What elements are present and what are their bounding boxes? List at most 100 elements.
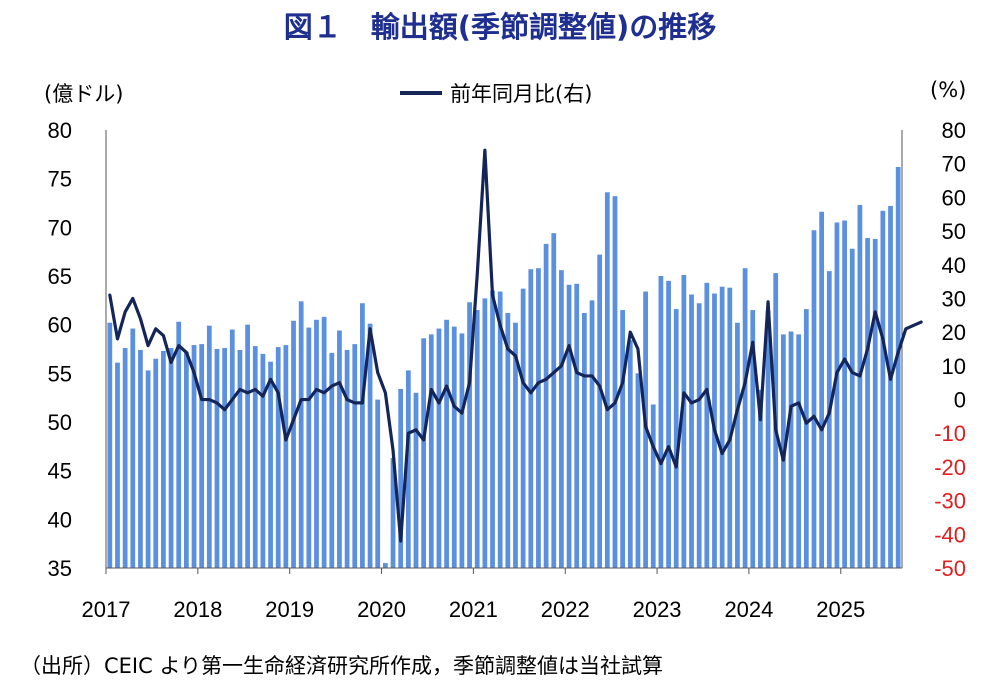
bar-8 <box>168 348 174 568</box>
bar-44 <box>444 319 449 568</box>
bar-45 <box>451 326 457 568</box>
bar-103 <box>895 166 901 569</box>
bar-58 <box>551 233 557 569</box>
bar-57 <box>543 243 549 568</box>
bar-100 <box>872 239 878 568</box>
chart-title: 図１ 輸出額(季節調整値)の推移 <box>283 10 717 44</box>
bar-76 <box>689 294 694 568</box>
bar-19 <box>252 346 258 568</box>
bar-22 <box>275 347 281 568</box>
bar-32 <box>352 344 358 568</box>
bar-91 <box>803 309 809 568</box>
bar-48 <box>474 310 480 568</box>
x-tick-label-2024: 2024 <box>724 597 773 622</box>
right-tick-label-3: -20 <box>934 455 966 480</box>
bar-72 <box>658 276 664 568</box>
line-series <box>108 148 923 543</box>
left-tick-label-6: 65 <box>48 264 72 289</box>
bar-16 <box>229 329 235 568</box>
bar-80 <box>719 286 725 568</box>
bar-63 <box>589 300 595 568</box>
left-tick-label-9: 80 <box>48 118 72 143</box>
bar-6 <box>153 358 159 568</box>
bar-42 <box>428 334 434 568</box>
bar-36 <box>382 563 388 568</box>
left-tick-label-1: 40 <box>48 507 72 532</box>
bar-26 <box>306 327 312 568</box>
bar-99 <box>865 238 870 569</box>
bar-40 <box>413 392 419 568</box>
bar-7 <box>161 350 166 568</box>
bar-11 <box>191 345 197 568</box>
yoy-line <box>108 148 923 543</box>
bar-90 <box>796 334 802 568</box>
bar-29 <box>329 352 335 568</box>
x-tick-label-2022: 2022 <box>541 597 590 622</box>
bar-10 <box>183 351 189 568</box>
bar-14 <box>214 349 220 568</box>
bar-9 <box>176 321 182 568</box>
bar-65 <box>604 192 610 569</box>
bar-52 <box>505 312 511 568</box>
left-axis-unit: (億ドル) <box>44 82 124 106</box>
right-tick-label-5: 0 <box>954 388 966 413</box>
right-tick-label-6: 10 <box>942 354 966 379</box>
bar-96 <box>842 220 847 568</box>
bar-86 <box>765 311 771 568</box>
bar-43 <box>436 328 442 568</box>
bar-17 <box>237 349 243 568</box>
right-tick-label-2: -30 <box>934 489 966 514</box>
bar-67 <box>620 310 626 568</box>
bar-85 <box>758 389 763 568</box>
right-tick-label-1: -40 <box>934 522 966 547</box>
bar-59 <box>559 270 564 568</box>
legend: 前年同月比(右) <box>400 78 592 108</box>
bar-53 <box>513 322 518 568</box>
bar-66 <box>612 196 618 568</box>
right-tick-label-12: 70 <box>942 152 966 177</box>
source-note: （出所）CEIC より第一生命経済研究所作成，季節調整値は当社試算 <box>20 654 664 678</box>
bar-92 <box>811 230 817 568</box>
bar-50 <box>490 290 495 568</box>
bar-83 <box>742 268 748 568</box>
left-tick-label-4: 55 <box>48 361 72 386</box>
bar-49 <box>482 298 488 568</box>
x-tick-label-2017: 2017 <box>82 597 131 622</box>
bar-20 <box>260 353 266 568</box>
x-tick-label-2025: 2025 <box>816 597 865 622</box>
bar-31 <box>344 349 350 568</box>
left-tick-label-3: 50 <box>48 410 72 435</box>
bar-12 <box>199 344 205 568</box>
bar-51 <box>497 291 503 568</box>
left-tick-label-0: 35 <box>48 556 72 581</box>
bar-101 <box>880 210 886 569</box>
plot-frame <box>105 130 903 574</box>
left-axis-ticks: 35 40 45 50 55 60 65 70 75 80 <box>48 118 72 581</box>
bar-35 <box>375 399 381 568</box>
bar-84 <box>750 310 756 568</box>
right-tick-label-13: 80 <box>942 118 966 143</box>
bar-13 <box>206 325 212 568</box>
bar-5 <box>145 370 151 568</box>
right-tick-label-10: 50 <box>942 219 966 244</box>
bar-89 <box>788 331 794 568</box>
bar-28 <box>321 316 327 568</box>
bar-77 <box>696 303 702 568</box>
x-tick-label-2023: 2023 <box>633 597 682 622</box>
right-tick-label-9: 40 <box>942 253 966 278</box>
bar-30 <box>337 330 342 568</box>
bar-33 <box>360 303 365 568</box>
bar-39 <box>405 370 411 568</box>
left-tick-label-5: 60 <box>48 313 72 338</box>
x-tick-label-2019: 2019 <box>265 597 314 622</box>
right-tick-label-0: -50 <box>934 556 966 581</box>
bar-61 <box>574 283 580 568</box>
bar-73 <box>666 280 671 568</box>
bar-64 <box>597 254 603 568</box>
right-tick-label-8: 30 <box>942 286 966 311</box>
bar-95 <box>834 222 840 568</box>
bar-60 <box>566 284 572 568</box>
bar-71 <box>650 404 656 568</box>
bar-93 <box>819 211 825 568</box>
